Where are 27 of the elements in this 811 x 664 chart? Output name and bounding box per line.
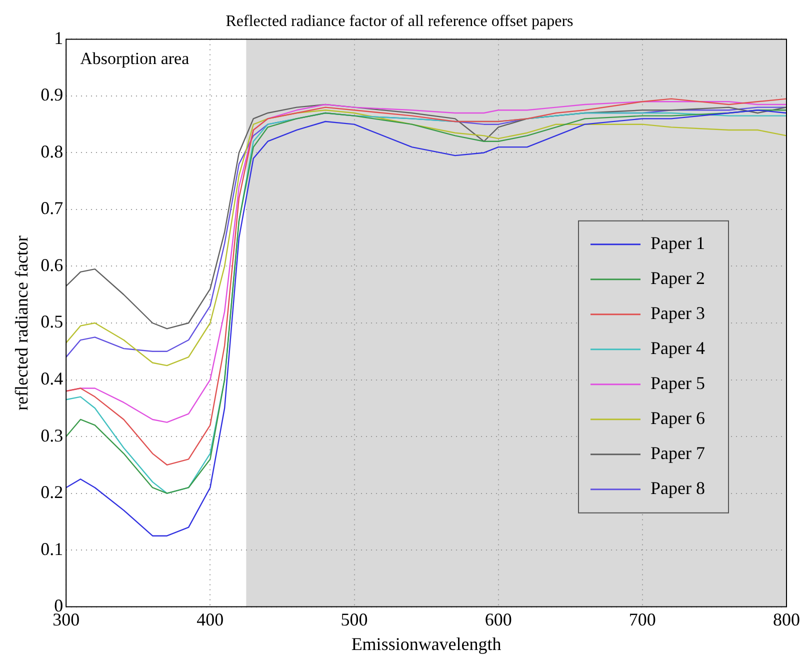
legend-label: Paper 2	[650, 268, 705, 288]
legend-label: Paper 5	[650, 373, 705, 394]
chart-title: Reflected radiance factor of all reference offset papers	[226, 12, 574, 30]
x-tick-label: 700	[628, 609, 656, 630]
x-axis-title: Emissionwavelength	[351, 634, 502, 654]
y-tick-label: 0.3	[40, 425, 64, 446]
x-tick-label: 800	[773, 609, 800, 630]
x-tick-label: 500	[340, 609, 368, 630]
y-tick-label: 0.8	[40, 141, 64, 162]
y-tick-label: 0.4	[40, 368, 64, 388]
y-tick-label: 1	[54, 28, 64, 48]
y-tick-label: 0.6	[40, 254, 64, 275]
legend-label: Paper 4	[650, 338, 705, 358]
legend-label: Paper 3	[650, 303, 705, 324]
annotation: Absorption area	[80, 49, 190, 68]
legend-label: Paper 8	[650, 478, 705, 498]
legend-label: Paper 7	[650, 443, 705, 464]
y-tick-label: 0.2	[40, 482, 64, 502]
y-tick-label: 0.1	[40, 538, 64, 559]
y-tick-label: 0.7	[40, 198, 64, 218]
legend-label: Paper 1	[650, 233, 705, 254]
x-tick-label: 400	[196, 609, 224, 630]
x-tick-label: 600	[484, 609, 512, 630]
y-tick-label: 0.9	[40, 84, 64, 105]
y-tick-label: 0.5	[40, 312, 64, 332]
legend-label: Paper 6	[650, 408, 705, 428]
y-axis-title: reflected radiance factor	[12, 236, 32, 410]
